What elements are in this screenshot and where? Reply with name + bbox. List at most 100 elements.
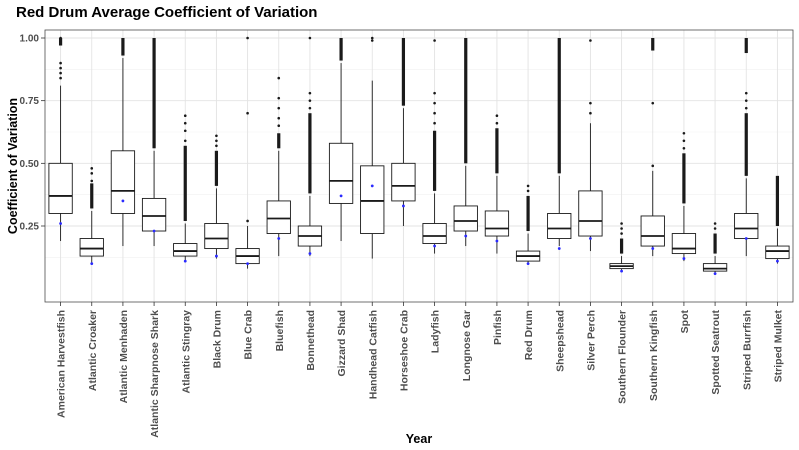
box-atlantic-sharpnose-shark	[141, 38, 167, 247]
x-tick-label: Atlantic Stingray	[180, 310, 192, 394]
outlier-point	[682, 131, 686, 135]
mean-point	[308, 252, 312, 255]
outlier-cluster	[152, 38, 156, 149]
box-southern-kingfish	[640, 38, 665, 257]
y-tick-label: 0.50	[20, 159, 40, 170]
iqr-box	[79, 238, 104, 257]
iqr-box	[671, 233, 697, 255]
outlier-cluster	[214, 150, 219, 186]
iqr-box	[328, 142, 354, 204]
outlier-point	[682, 139, 686, 143]
outlier-point	[370, 39, 374, 42]
box-southern-flounder	[609, 222, 634, 273]
mean-point	[682, 257, 686, 260]
iqr-box	[765, 245, 790, 260]
x-tick-label: Gizzard Shad	[336, 310, 348, 377]
x-tick-label: Blue Crab	[243, 310, 255, 360]
mean-point	[90, 262, 94, 265]
outlier-point	[526, 184, 530, 188]
mean-point	[277, 237, 281, 240]
mean-point	[402, 204, 405, 208]
iqr-box	[266, 200, 291, 234]
box-striped-burrfish	[734, 38, 759, 257]
mean-point	[246, 262, 249, 265]
outlier-point	[495, 114, 499, 118]
x-tick-label: Spot	[679, 309, 691, 333]
iqr-box	[640, 215, 665, 247]
x-tick-label: Atlantic Sharpnose Shark	[149, 310, 161, 438]
outlier-cluster	[401, 38, 406, 106]
box-black-drum	[204, 134, 229, 259]
outlier-cluster	[183, 145, 187, 221]
box-pinfish	[484, 114, 510, 254]
y-axis-title: Coefficient of Variation	[6, 98, 20, 234]
outlier-point	[308, 99, 312, 102]
outlier-point	[308, 91, 312, 95]
box-red-drum	[515, 184, 541, 265]
iqr-box	[391, 162, 416, 202]
chart-title: Red Drum Average Coefficient of Variatio…	[16, 4, 317, 21]
y-tick-label: 1.00	[20, 34, 40, 45]
plot-panel	[44, 29, 794, 303]
iqr-box	[110, 150, 136, 214]
outlier-point	[620, 222, 623, 225]
box-gizzard-shad	[328, 38, 354, 242]
outlier-point	[59, 76, 62, 80]
iqr-box	[484, 210, 510, 237]
x-tick-label: Southern Flounder	[617, 310, 629, 404]
x-tick-label: Red Drum	[523, 310, 535, 360]
x-tick-label: Longnose Gar	[461, 310, 473, 381]
x-tick-label: Black Drum	[211, 310, 223, 368]
box-ladyfish	[422, 39, 447, 254]
outlier-point	[433, 111, 436, 115]
x-tick-label: Silver Perch	[585, 310, 597, 371]
grid-lines	[45, 30, 793, 302]
outlier-point	[308, 106, 312, 110]
mean-point	[557, 247, 561, 250]
outlier-cluster	[619, 238, 624, 254]
iqr-box	[578, 190, 603, 237]
box-spotted-seatrout	[702, 222, 728, 276]
mean-point	[339, 194, 343, 198]
outlier-cluster	[277, 133, 281, 149]
outlier-point	[433, 101, 436, 105]
iqr-box	[453, 205, 478, 232]
outlier-cluster	[121, 38, 125, 56]
outlier-point	[433, 39, 436, 42]
outlier-point	[59, 66, 62, 70]
x-tick-label: Striped Burrfish	[741, 310, 753, 390]
outlier-cluster	[713, 233, 717, 254]
outlier-point	[90, 179, 94, 183]
outlier-cluster	[308, 113, 312, 194]
mean-point	[433, 244, 436, 248]
box-atlantic-stingray	[173, 114, 198, 263]
outlier-point	[90, 172, 94, 175]
iqr-box	[360, 165, 385, 234]
outlier-point	[744, 91, 748, 95]
outlier-point	[277, 116, 281, 120]
box-bluefish	[266, 76, 291, 257]
outlier-point	[183, 121, 187, 125]
x-tick-label: Striped Mulket	[772, 309, 784, 382]
outlier-point	[183, 114, 187, 118]
mean-point	[370, 184, 374, 188]
mean-point	[651, 247, 655, 250]
x-tick-label: Bluefish	[274, 310, 286, 351]
iqr-box	[547, 213, 572, 239]
outlier-point	[183, 129, 187, 133]
iqr-box	[422, 223, 447, 244]
x-tick-label: Handhead Catfish	[367, 310, 379, 399]
outlier-point	[59, 39, 62, 42]
mean-point	[495, 239, 499, 243]
outlier-point	[433, 91, 436, 95]
outlier-cluster	[90, 183, 94, 209]
outlier-point	[682, 146, 686, 150]
mean-point	[121, 199, 125, 203]
outlier-point	[59, 36, 62, 40]
x-tick-label: Southern Kingfish	[648, 310, 660, 401]
x-tick-label: Bonnethead	[305, 310, 317, 371]
mean-point	[620, 269, 623, 273]
outlier-point	[277, 124, 281, 128]
outlier-cluster	[432, 130, 437, 191]
